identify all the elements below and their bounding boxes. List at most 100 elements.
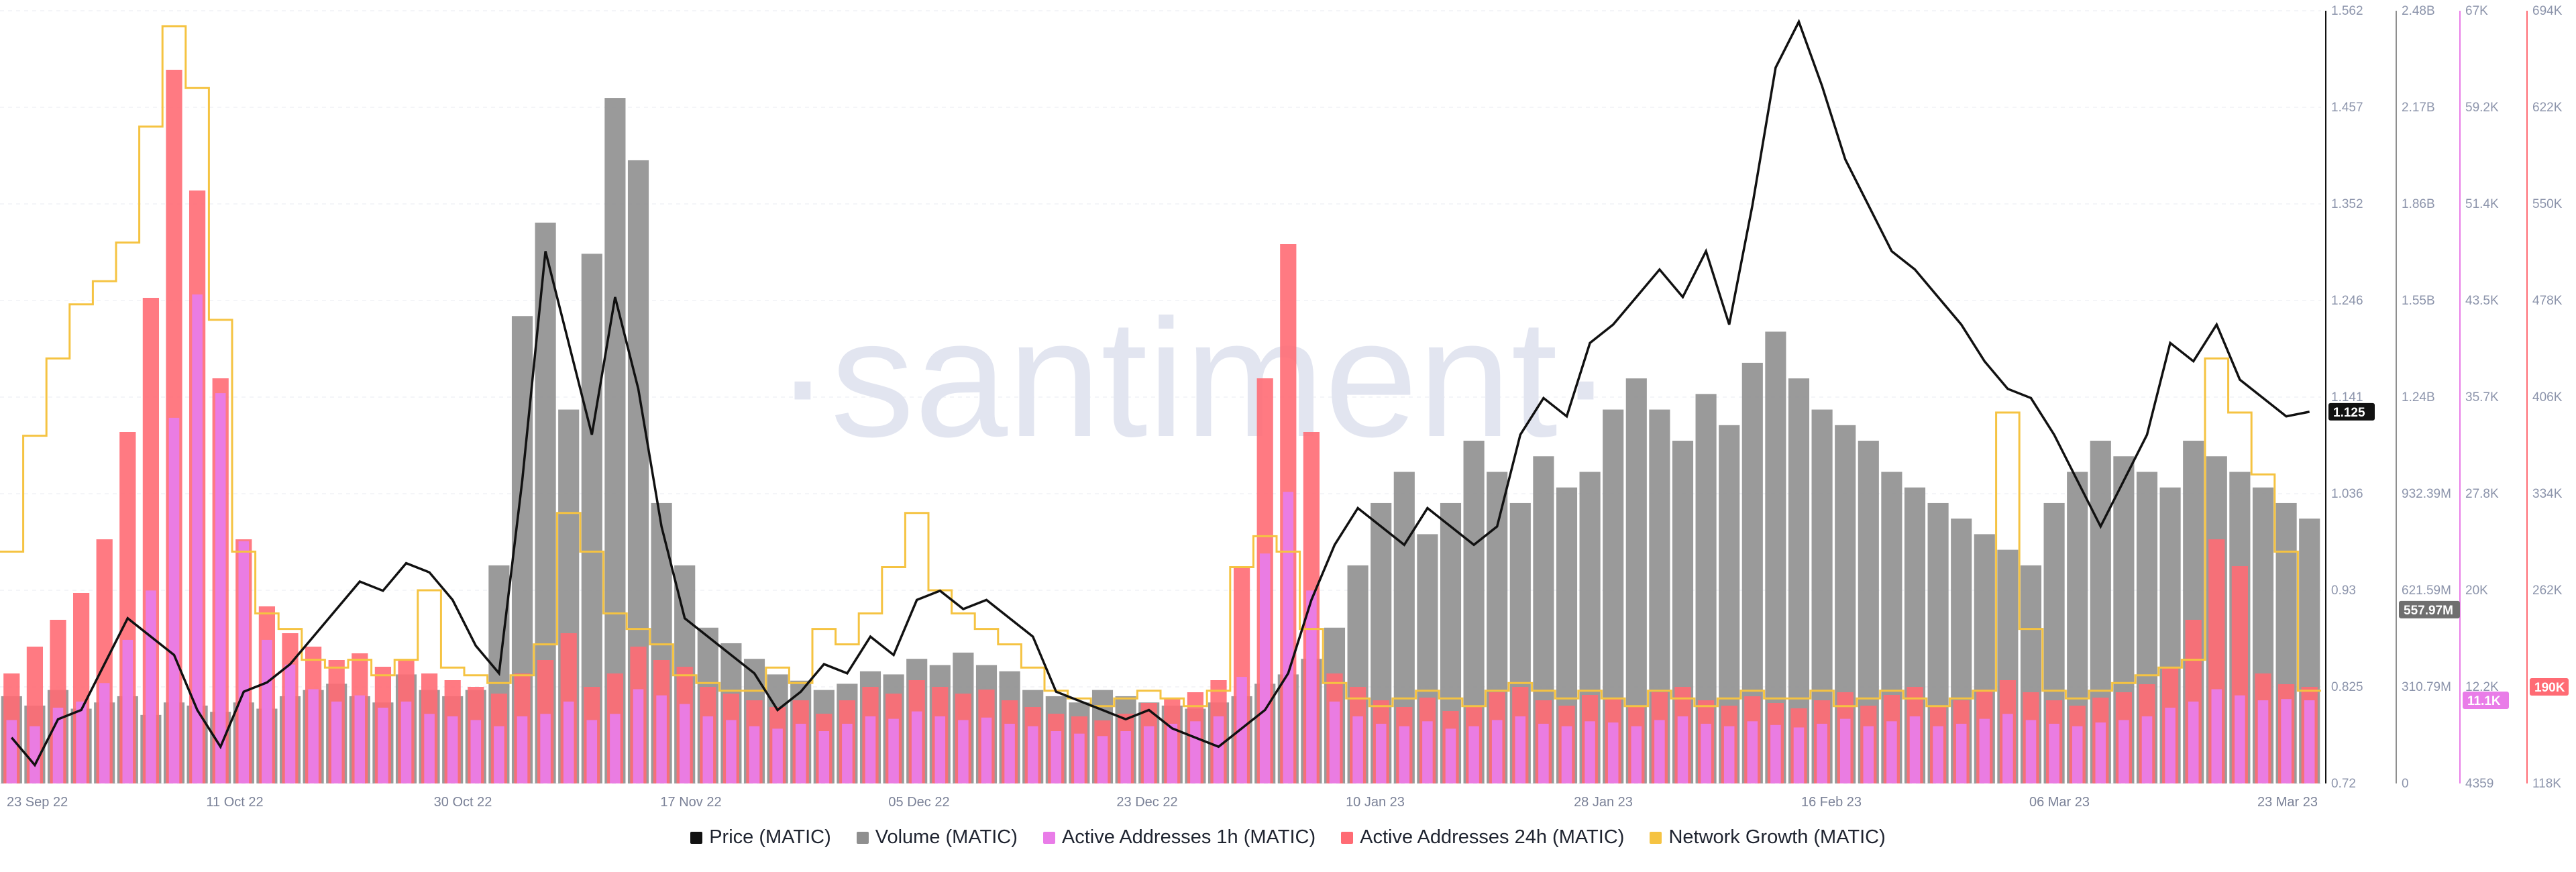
legend-item-active-addresses-24h-matic[interactable]: Active Addresses 24h (MATIC)	[1341, 826, 1624, 849]
active-addresses-24h-matic-tick-label: 550K	[2532, 197, 2563, 211]
x-tick-label: 17 Nov 22	[660, 795, 721, 810]
active-addresses-1h-matic-bar	[1886, 721, 1897, 783]
active-addresses-1h-matic-bar	[2025, 720, 2037, 783]
x-tick-label: 23 Mar 23	[2257, 795, 2318, 810]
active-addresses-1h-matic-bar	[1213, 716, 1224, 783]
active-addresses-1h-matic-tick-label: 27.8K	[2465, 487, 2499, 501]
price-matic-tick-label: 0.825	[2331, 680, 2363, 694]
active-addresses-1h-matic-bar	[122, 639, 133, 783]
active-addresses-1h-matic-bar	[1793, 727, 1805, 783]
active-addresses-1h-matic-bar	[1468, 726, 1479, 783]
watermark: ·santiment·	[775, 284, 1613, 472]
volume-matic-current-value: 557.97M	[2404, 604, 2453, 618]
legend-item-network-growth-matic[interactable]: Network Growth (MATIC)	[1650, 826, 1886, 849]
legend-label: Volume (MATIC)	[875, 826, 1018, 848]
active-addresses-1h-matic-bar	[2211, 689, 2222, 783]
active-addresses-24h-matic-tick-label: 334K	[2532, 487, 2563, 501]
active-addresses-1h-matic-bar	[1167, 723, 1178, 783]
current-value-badges: 1.125 557.97M 11.1K 190K	[2328, 402, 2569, 710]
active-addresses-1h-matic-tick-label: 43.5K	[2465, 294, 2499, 308]
active-addresses-1h-matic-bar	[400, 701, 412, 783]
active-addresses-1h-matic-bar	[934, 716, 946, 783]
volume-matic-bar	[604, 98, 626, 783]
active-addresses-1h-matic-bar	[1097, 736, 1108, 783]
legend-item-price-matic[interactable]: Price (MATIC)	[690, 826, 831, 849]
active-addresses-1h-matic-bar	[633, 689, 644, 783]
active-addresses-1h-matic-bar	[308, 689, 319, 783]
legend-label: Active Addresses 1h (MATIC)	[1061, 826, 1316, 848]
active-addresses-1h-matic-bar	[2165, 708, 2176, 783]
active-addresses-1h-matic-bar	[262, 639, 272, 783]
active-addresses-1h-matic-bar	[2118, 720, 2129, 783]
active-addresses-1h-matic-bar	[215, 393, 226, 783]
active-addresses-1h-matic-bar	[1375, 723, 1387, 783]
active-addresses-1h-matic-bar	[2188, 701, 2199, 783]
active-addresses-1h-matic-tick-label: 20K	[2465, 584, 2488, 598]
active-addresses-1h-matic-bar	[1027, 726, 1038, 783]
x-tick-label: 10 Jan 23	[1346, 795, 1405, 810]
active-addresses-1h-matic-bar	[865, 716, 876, 783]
active-addresses-1h-matic-bar	[99, 683, 110, 783]
active-addresses-1h-matic-bar	[517, 716, 528, 783]
volume-matic-tick-label: 1.86B	[2402, 197, 2435, 211]
volume-matic-tick-label: 310.79M	[2402, 680, 2451, 694]
active-addresses-1h-matic-tick-label: 67K	[2465, 4, 2488, 18]
active-addresses-1h-matic-bar	[2304, 700, 2315, 783]
active-addresses-1h-matic-bar	[1839, 718, 1851, 783]
active-addresses-1h-matic-bar	[1190, 721, 1201, 783]
x-axis-ticks: 23 Sep 22 11 Oct 22 30 Oct 22 17 Nov 22 05 D…	[7, 795, 2318, 810]
active-addresses-1h-matic-bar	[656, 695, 667, 783]
active-addresses-1h-matic-bar	[842, 723, 853, 783]
network-growth-line	[0, 25, 2321, 708]
active-addresses-1h-matic-bar	[1631, 726, 1642, 783]
active-addresses-1h-matic-bar	[795, 723, 806, 783]
active-addresses-1h-matic-bar	[2257, 700, 2269, 783]
legend: Price (MATIC) Volume (MATIC) Active Addres…	[0, 826, 2576, 849]
active-addresses-1h-matic-current-badge	[2463, 692, 2509, 710]
active-addresses-1h-matic-bar	[1004, 723, 1015, 783]
active-addresses-1h-matic-bar	[1701, 723, 1711, 783]
active-addresses-1h-matic-bar	[888, 718, 899, 783]
active-addresses-1h-matic-bar	[447, 716, 458, 783]
x-tick-label: 16 Feb 23	[1801, 795, 1862, 810]
price-matic-tick-label: 1.246	[2331, 294, 2363, 308]
active-addresses-1h-matic-bar	[958, 720, 969, 783]
active-addresses-1h-matic-bar	[1817, 723, 1827, 783]
volume-matic-tick-label: 932.39M	[2402, 487, 2451, 501]
active-addresses-24h-matic-current-value: 190K	[2534, 681, 2565, 695]
legend-item-active-addresses-1h-matic[interactable]: Active Addresses 1h (MATIC)	[1042, 826, 1316, 849]
volume-matic-tick-label: 0	[2402, 777, 2409, 791]
active-addresses-1h-matic-bar	[470, 720, 482, 783]
active-addresses-1h-matic-bar	[354, 695, 366, 783]
price-matic-tick-label: 1.562	[2331, 4, 2363, 18]
active-addresses-1h-matic-bar	[1074, 733, 1085, 783]
active-addresses-1h-matic-bar	[563, 701, 574, 783]
active-addresses-1h-matic-bar	[1607, 722, 1619, 783]
active-addresses-1h-matic-bar	[1515, 716, 1526, 783]
legend-swatch	[690, 831, 703, 844]
active-addresses-24h-matic-tick-label: 478K	[2532, 294, 2563, 308]
legend-label: Network Growth (MATIC)	[1668, 826, 1886, 848]
active-addresses-1h-matic-bar	[1723, 726, 1735, 783]
x-tick-label: 28 Jan 23	[1574, 795, 1633, 810]
active-addresses-24h-matic-tick-label: 118K	[2532, 777, 2561, 791]
active-addresses-1h-matic-bar	[1120, 731, 1131, 783]
active-addresses-1h-matic-bar	[168, 417, 180, 783]
active-addresses-1h-matic-bar	[1677, 716, 1688, 783]
active-addresses-1h-matic-bar	[1770, 724, 1781, 783]
active-addresses-1h-matic-bar	[610, 714, 621, 783]
active-addresses-1h-matic-bar	[911, 711, 922, 783]
active-addresses-1h-bars	[6, 294, 2315, 783]
price-matic-current-badge	[2328, 402, 2375, 421]
active-addresses-1h-matic-bar	[1399, 726, 1410, 783]
active-addresses-1h-matic-bar	[1143, 726, 1155, 783]
price-matic-tick-label: 1.141	[2331, 390, 2363, 404]
legend-item-volume-matic[interactable]: Volume (MATIC)	[856, 826, 1018, 849]
volume-matic-tick-label: 1.55B	[2402, 294, 2435, 308]
y-axes: 1.562 1.457 1.352 1.246 1.141 1.036 0.93 0.825 0…	[2325, 4, 2563, 791]
active-addresses-1h-matic-bar	[1933, 726, 1943, 783]
active-addresses-1h-matic-current-value: 11.1K	[2467, 694, 2501, 708]
active-addresses-1h-matic-tick-label: 12.2K	[2465, 680, 2499, 694]
active-addresses-1h-matic-bar	[818, 731, 830, 783]
